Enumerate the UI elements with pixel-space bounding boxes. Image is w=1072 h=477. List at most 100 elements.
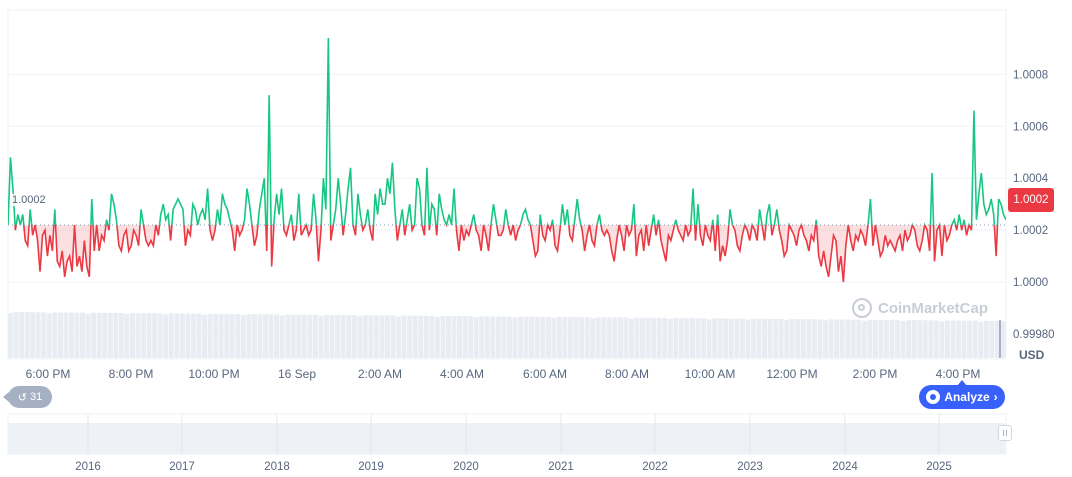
volume-bar [917,320,923,358]
volume-bar [91,312,97,358]
volume-bar [895,320,901,358]
volume-bar [451,316,457,358]
plot-frame [7,9,1007,360]
volume-bar [390,315,396,358]
volume-bar [379,315,385,358]
x-tick-label: 16 Sep [278,367,316,381]
coinmarketcap-logo-icon [852,298,872,318]
volume-bar [290,314,296,358]
volume-bar [678,318,684,358]
volume-bar [701,318,706,358]
year-tick-label: 2023 [737,461,763,473]
volume-bar [939,321,945,358]
year-tick-label: 2016 [75,461,101,473]
volume-bar [190,313,196,358]
y-tick-label: 0.99980 [1013,329,1055,341]
x-tick-label: 12:00 PM [766,367,817,381]
volume-bar [118,313,124,358]
volume-bar [57,312,63,358]
volume-bar [46,313,52,358]
volume-bar [845,319,851,358]
volume-bar [80,312,86,358]
volume-bar [335,314,341,358]
volume-bar [52,312,58,358]
volume-bar [789,319,795,358]
volume-bar [556,316,562,358]
volume-bar [434,316,440,358]
volume-bar [296,314,302,358]
volume-bar [224,313,230,358]
volume-bar [462,316,468,358]
volume-bar [501,316,507,358]
volume-bar [695,318,701,358]
volume-bar [263,314,268,358]
volume-bar [35,312,41,358]
volume-bar [468,316,474,358]
volume-bar [346,315,352,358]
cmc-brand-icon [926,390,941,404]
volume-bar [839,319,845,358]
x-tick-label: 10:00 AM [685,367,736,381]
volume-bar [584,317,590,358]
volume-bar [906,320,912,358]
volume-bar [950,320,956,358]
current-price-badge: 1.0002 [1008,188,1054,212]
volume-bar [285,314,291,358]
volume-bar [512,317,518,358]
volume-bar [689,318,695,358]
volume-bar [301,314,307,358]
volume-bar [601,317,607,358]
volume-bar [102,312,108,358]
volume-bar [712,318,718,358]
volume-bar [673,318,679,358]
volume-bar [606,317,612,358]
x-tick-label: 6:00 PM [26,367,71,381]
volume-bar [861,320,867,358]
volume-bar [884,319,889,358]
volume-bar [595,317,601,358]
volume-bar [889,319,895,358]
history-button[interactable]: ↺ 31 [3,386,52,408]
volume-bar [590,318,596,358]
volume-bar [967,320,973,358]
volume-bar [68,312,74,358]
watermark: CoinMarketCap [852,298,988,318]
volume-bar [507,316,512,358]
volume-bar [872,319,878,358]
year-tick-label: 2025 [926,461,952,473]
volume-bar [828,319,834,358]
volume-bar [784,320,790,358]
volume-bar [152,313,158,358]
volume-bar [778,318,784,358]
year-tick-label: 2019 [358,461,384,473]
year-tick-label: 2017 [169,461,195,473]
volume-bar [196,313,202,358]
volume-bar [767,318,773,358]
volume-bar [268,314,274,358]
volume-bar [933,320,939,358]
x-tick-label: 2:00 AM [358,367,402,381]
navigator-drag-handle[interactable] [998,425,1012,441]
volume-bar [168,313,174,358]
volume-bar [401,315,407,358]
volume-bar [490,316,496,358]
volume-bar [368,315,374,358]
volume-bar [30,312,36,358]
volume-bar [124,314,130,358]
analyze-button[interactable]: Analyze › [919,380,1005,409]
volume-bar [135,313,141,358]
x-tick-label: 8:00 AM [605,367,649,381]
volume-bar [19,312,25,358]
volume-bar [667,318,673,358]
volume-bar [922,320,928,358]
volume-bar [945,320,950,358]
volume-bar [728,318,734,358]
volume-bar [418,315,424,358]
volume-bar [202,314,207,358]
volume-bar [534,316,540,358]
volume-bar [146,313,152,358]
volume-bar [407,315,413,358]
history-count: 31 [29,391,43,403]
volume-bar [440,315,446,358]
volume-bar [562,317,568,358]
